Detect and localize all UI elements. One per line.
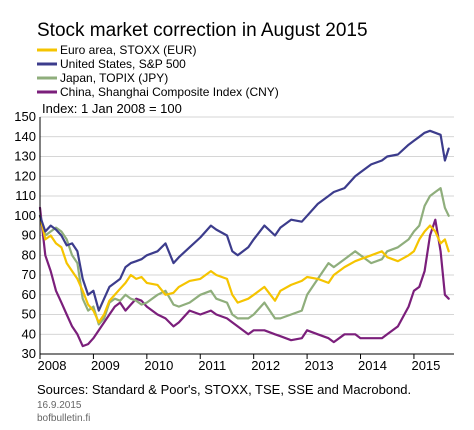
- y-tick-label-0: 30: [22, 346, 36, 361]
- x-tick-label-2: 2010: [144, 358, 173, 373]
- x-axis-ticks: 2008 2009 2010 2011 2012 2013 2014 2015: [38, 354, 440, 373]
- x-tick-label-0: 2008: [38, 358, 67, 373]
- y-tick-label-8: 110: [15, 188, 36, 203]
- y-tick-label-11: 140: [14, 129, 36, 144]
- series-line-3: [38, 206, 450, 348]
- y-tick-label-7: 100: [14, 208, 36, 223]
- series-lines: [38, 129, 450, 348]
- x-tick-label-7: 2015: [411, 358, 440, 373]
- x-tick-label-1: 2009: [91, 358, 120, 373]
- y-tick-label-1: 40: [22, 326, 36, 341]
- legend-label-1: United States, S&P 500: [60, 57, 186, 71]
- legend-label-2: Japan, TOPIX (JPY): [60, 71, 168, 85]
- y-tick-label-5: 80: [22, 247, 36, 262]
- series-line-1: [38, 129, 450, 312]
- source-note: Sources: Standard & Poor's, STOXX, TSE, …: [37, 382, 411, 397]
- y-tick-label-12: 150: [14, 109, 36, 124]
- y-tick-label-2: 50: [22, 307, 36, 322]
- x-tick-label-5: 2013: [305, 358, 334, 373]
- x-tick-label-4: 2012: [251, 358, 280, 373]
- legend-label-3: China, Shanghai Composite Index (CNY): [60, 85, 279, 99]
- legend: Euro area, STOXX (EUR)United States, S&P…: [37, 43, 279, 99]
- y-tick-label-10: 130: [14, 149, 36, 164]
- y-tick-label-4: 70: [22, 267, 36, 282]
- date-note: 16.9.2015: [37, 400, 82, 411]
- x-tick-label-3: 2011: [198, 358, 226, 373]
- y-tick-label-3: 60: [22, 287, 36, 302]
- chart-title: Stock market correction in August 2015: [37, 20, 368, 41]
- website-note: bofbulletin.fi: [37, 413, 90, 424]
- series-line-0: [38, 214, 450, 324]
- axes: [39, 117, 454, 355]
- y-tick-label-6: 90: [22, 228, 36, 243]
- y-axis-ticks: 30 40 50 60 70 80 90 100 110 120 130 140 150: [14, 109, 36, 361]
- y-tick-label-9: 120: [14, 168, 36, 183]
- x-tick-label-6: 2014: [358, 358, 387, 373]
- chart-subtitle: Index: 1 Jan 2008 = 100: [42, 101, 182, 116]
- legend-label-0: Euro area, STOXX (EUR): [60, 43, 197, 57]
